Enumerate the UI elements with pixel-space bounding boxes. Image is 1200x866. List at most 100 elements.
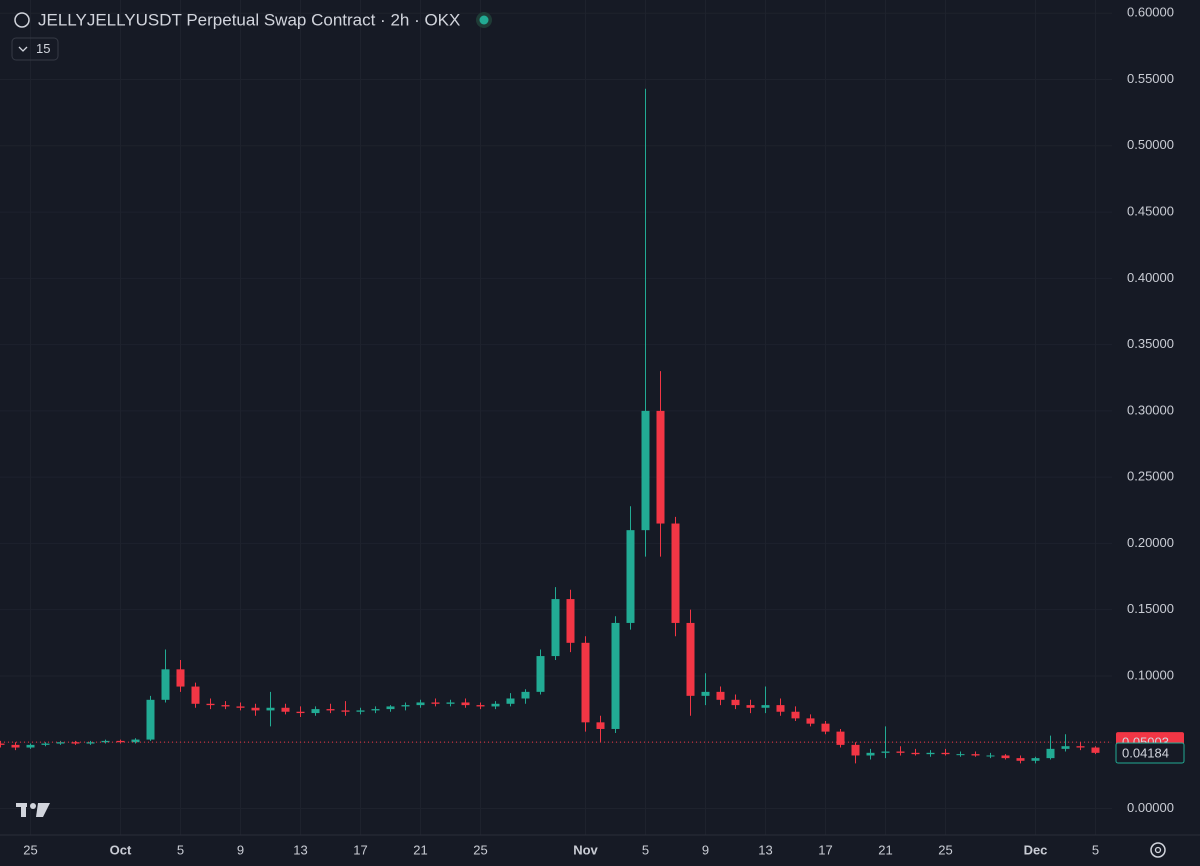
status-dot[interactable] xyxy=(479,15,489,25)
logo-part xyxy=(21,803,26,817)
candle-body xyxy=(146,699,155,740)
candle-body xyxy=(506,698,515,704)
candles xyxy=(0,88,1112,764)
candle-body xyxy=(1091,747,1100,753)
y-tick-label: 0.30000 xyxy=(1127,402,1174,417)
candle-body xyxy=(71,742,80,744)
candle-body xyxy=(986,755,995,757)
candle-body xyxy=(536,656,545,692)
candle-body xyxy=(1046,748,1055,759)
candle-body xyxy=(116,740,125,743)
candle-body xyxy=(656,410,665,524)
candle-body xyxy=(566,599,575,643)
candle-body xyxy=(581,642,590,723)
gear[interactable] xyxy=(1150,842,1166,858)
candle-body xyxy=(1016,758,1025,761)
candle-body xyxy=(761,705,770,708)
y-tick-label: 0.40000 xyxy=(1127,270,1174,285)
x-tick-label: 13 xyxy=(758,842,772,857)
y-tick-label: 0.55000 xyxy=(1127,71,1174,86)
candle-body xyxy=(356,710,365,712)
x-tick-label: 5 xyxy=(642,842,649,857)
candle-body xyxy=(236,706,245,708)
indicator-badge[interactable] xyxy=(11,37,59,61)
y-tick-label: 0.35000 xyxy=(1127,336,1174,351)
settings-icon[interactable] xyxy=(1150,842,1166,858)
candle-body xyxy=(11,744,20,748)
axes: 0.000000.050000.100000.150000.200000.250… xyxy=(23,5,1174,858)
candle-body xyxy=(851,744,860,756)
x-tick-label: Oct xyxy=(110,842,132,857)
gear-center xyxy=(1154,846,1162,854)
candle-body xyxy=(266,707,275,711)
candle-body xyxy=(866,752,875,756)
logo-part xyxy=(36,803,50,817)
candle-body xyxy=(716,691,725,700)
y-tick-label: 0.15000 xyxy=(1127,601,1174,616)
candle-body xyxy=(131,739,140,743)
candle-body xyxy=(341,710,350,712)
x-tick-label: 17 xyxy=(353,842,367,857)
candle-body xyxy=(701,691,710,696)
candle-body xyxy=(626,530,635,623)
candle-body xyxy=(821,723,830,732)
candle-body xyxy=(641,410,650,531)
candle-body xyxy=(296,711,305,714)
candle-body xyxy=(1001,755,1010,759)
x-tick-label: 5 xyxy=(1092,842,1099,857)
candle-body xyxy=(971,754,980,756)
x-tick-label: 9 xyxy=(237,842,244,857)
candle-body xyxy=(161,669,170,700)
x-tick-label: 5 xyxy=(177,842,184,857)
candle-body xyxy=(806,718,815,724)
x-tick-label: Dec xyxy=(1024,842,1048,857)
candle-body xyxy=(26,744,35,748)
symbol-icon xyxy=(14,12,30,28)
candle-body xyxy=(251,707,260,711)
candle-body xyxy=(386,706,395,710)
collapse-icon xyxy=(18,46,28,52)
chart-title: JELLYJELLYUSDT Perpetual Swap Contract ·… xyxy=(38,10,460,29)
candle-body xyxy=(281,707,290,712)
candle-body xyxy=(551,599,560,657)
candle-body xyxy=(596,722,605,729)
candle-body xyxy=(416,702,425,706)
y-tick-label: 0.00000 xyxy=(1127,800,1174,815)
candle-body xyxy=(56,742,65,744)
indicator-value: 15 xyxy=(36,41,50,56)
candle-body xyxy=(446,702,455,704)
candle-body xyxy=(896,751,905,753)
candle-body xyxy=(926,752,935,755)
last-price-box xyxy=(1115,742,1185,764)
last-price-label: 0.04184 xyxy=(1122,745,1169,760)
candle-body xyxy=(461,702,470,706)
candle-body xyxy=(956,754,965,756)
logo-part xyxy=(30,803,36,809)
header: JELLYJELLYUSDT Perpetual Swap Contract ·… xyxy=(11,10,492,61)
candle-body xyxy=(221,705,230,707)
candle-body xyxy=(686,622,695,696)
candle-body xyxy=(476,705,485,707)
candle-body xyxy=(1076,746,1085,748)
x-tick-label: 21 xyxy=(878,842,892,857)
x-tick-label: 17 xyxy=(818,842,832,857)
candle-body xyxy=(101,740,110,743)
candle-body xyxy=(881,751,890,753)
candle-body xyxy=(431,702,440,704)
x-tick-label: 21 xyxy=(413,842,427,857)
x-tick-label: 25 xyxy=(938,842,952,857)
candle-body xyxy=(776,705,785,712)
candle-body xyxy=(491,703,500,707)
candle-body xyxy=(311,709,320,714)
candle-body xyxy=(671,523,680,623)
candle-body xyxy=(41,743,50,745)
candle-body xyxy=(731,699,740,706)
candle-body xyxy=(371,709,380,711)
y-tick-label: 0.20000 xyxy=(1127,535,1174,550)
candle-body xyxy=(791,711,800,719)
x-tick-label: Nov xyxy=(573,842,598,857)
candle-body xyxy=(86,742,95,744)
